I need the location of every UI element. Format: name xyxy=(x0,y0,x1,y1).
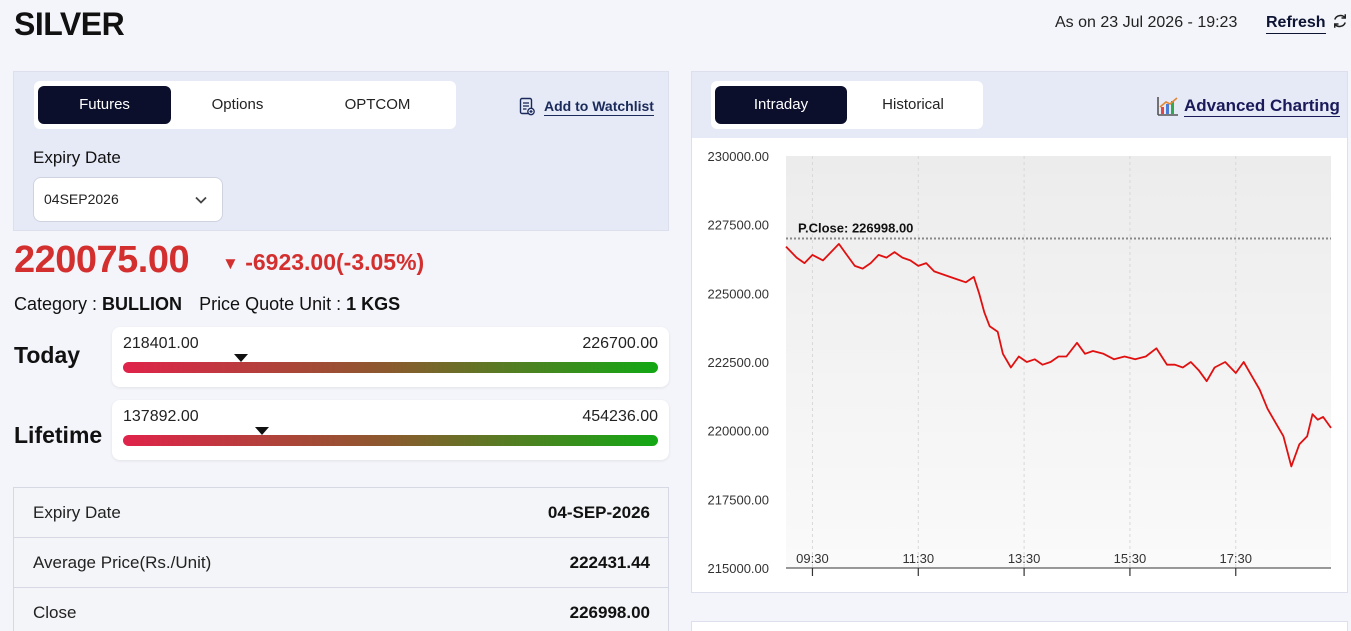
detail-key: Average Price(Rs./Unit) xyxy=(33,553,212,572)
refresh-icon[interactable] xyxy=(1331,12,1349,30)
y-tick-label: 217500.00 xyxy=(708,492,769,507)
today-range-bar xyxy=(123,362,658,373)
price-change-value: -6923.00(-3.05%) xyxy=(245,249,425,275)
tab-options[interactable]: Options xyxy=(211,96,264,113)
lifetime-range-bar xyxy=(123,435,658,446)
y-tick-label: 230000.00 xyxy=(708,149,769,164)
lifetime-label: Lifetime xyxy=(14,422,103,448)
category-value: BULLION xyxy=(102,294,183,314)
y-tick-label: 227500.00 xyxy=(708,218,769,233)
detail-value: 04-SEP-2026 xyxy=(547,503,650,522)
lifetime-low: 137892.00 xyxy=(123,408,199,425)
expiry-date-select[interactable]: 04SEP2026 xyxy=(33,177,223,222)
last-price: 220075.00 xyxy=(14,239,190,281)
today-range: 218401.00 226700.00 xyxy=(112,327,669,387)
down-arrow-icon: ▼ xyxy=(222,254,239,273)
intraday-chart: 230000.00 227500.00 225000.00 222500.00 2200… xyxy=(708,149,1332,576)
page-title: SILVER xyxy=(14,6,125,42)
chart-tabs: Intraday Historical xyxy=(711,81,983,129)
category-info: Category : BULLION Price Quote Unit : 1 … xyxy=(14,294,400,315)
lifetime-marker xyxy=(255,427,270,435)
expiry-date-label: Expiry Date xyxy=(33,148,121,167)
contract-selector-panel: Futures Options OPTCOM Add to Watchlist … xyxy=(13,71,669,231)
plot-area xyxy=(786,156,1331,568)
watchlist-icon xyxy=(519,97,535,116)
detail-value: 226998.00 xyxy=(569,603,650,622)
today-marker xyxy=(233,354,248,362)
instrument-tabs: Futures Options OPTCOM xyxy=(34,81,456,129)
tab-futures[interactable]: Futures xyxy=(38,86,171,124)
watchlist-label: Add to Watchlist xyxy=(544,98,654,116)
tab-optcom[interactable]: OPTCOM xyxy=(344,96,411,113)
x-tick-label: 17:30 xyxy=(1219,551,1252,566)
category-label: Category : xyxy=(14,294,103,314)
y-tick-label: 222500.00 xyxy=(708,355,769,370)
y-tick-label: 215000.00 xyxy=(708,561,769,576)
table-row: Close 226998.00 xyxy=(14,588,668,631)
detail-value: 222431.44 xyxy=(569,553,650,572)
x-tick-label: 13:30 xyxy=(1008,551,1041,566)
table-row: Average Price(Rs./Unit) 222431.44 xyxy=(14,538,668,588)
tab-intraday[interactable]: Intraday xyxy=(715,86,847,124)
x-tick-label: 15:30 xyxy=(1114,551,1147,566)
price-line-series xyxy=(785,243,1332,468)
unit-label: Price Quote Unit : xyxy=(199,294,347,314)
x-tick-label: 09:30 xyxy=(796,551,829,566)
chart-icon xyxy=(1157,97,1178,116)
tab-historical[interactable]: Historical xyxy=(882,96,944,113)
refresh-link[interactable]: Refresh xyxy=(1266,14,1326,34)
chart-panel: Intraday Historical Advanced Charting 23… xyxy=(691,71,1348,593)
expiry-selected-value: 04SEP2026 xyxy=(44,191,119,207)
advanced-charting-label: Advanced Charting xyxy=(1184,96,1340,117)
price-change: ▼ -6923.00(-3.05%) xyxy=(222,249,424,276)
table-row: Expiry Date 04-SEP-2026 xyxy=(14,488,668,538)
contract-details-table: Expiry Date 04-SEP-2026 Average Price(Rs… xyxy=(13,487,669,631)
detail-key: Close xyxy=(33,603,77,622)
chart-panel-header: Intraday Historical Advanced Charting xyxy=(692,72,1347,138)
today-low: 218401.00 xyxy=(123,335,199,352)
as-on-timestamp: As on 23 Jul 2026 - 19:23 xyxy=(1055,14,1238,31)
lifetime-high: 454236.00 xyxy=(582,408,658,425)
next-panel-edge xyxy=(691,621,1348,631)
y-tick-label: 225000.00 xyxy=(708,286,769,301)
today-label: Today xyxy=(14,342,81,368)
prev-close-label: P.Close: 226998.00 xyxy=(798,220,913,235)
chevron-down-icon xyxy=(195,196,207,204)
unit-value: 1 KGS xyxy=(346,294,401,314)
lifetime-range: 137892.00 454236.00 xyxy=(112,400,669,460)
today-high: 226700.00 xyxy=(582,335,658,352)
x-tick-label: 11:30 xyxy=(902,551,934,566)
detail-key: Expiry Date xyxy=(33,503,121,522)
y-tick-label: 220000.00 xyxy=(708,424,769,439)
